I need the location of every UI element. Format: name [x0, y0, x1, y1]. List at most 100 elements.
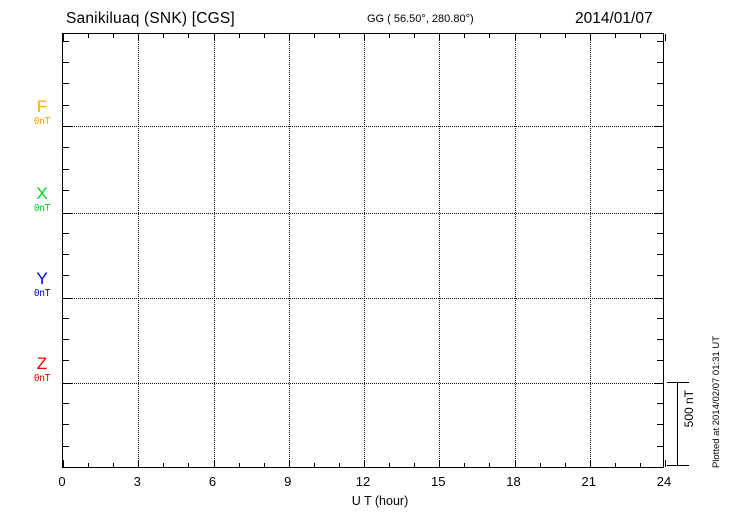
vertical-gridline: [213, 34, 215, 467]
y-axis-minor-tick: [657, 403, 663, 404]
x-axis-major-tick: [138, 34, 140, 41]
x-axis-major-tick: [288, 460, 290, 467]
x-axis-minor-tick: [263, 463, 265, 467]
scale-bar-cap-bottom: [667, 465, 689, 466]
y-axis-minor-tick: [63, 190, 69, 191]
scale-bar-line: [677, 382, 678, 465]
y-axis-minor-tick: [657, 424, 663, 425]
y-axis-minor-tick: [657, 83, 663, 84]
x-axis-major-tick: [364, 34, 365, 41]
y-axis-minor-tick: [63, 105, 69, 106]
x-axis-minor-tick: [238, 463, 240, 467]
x-axis-minor-tick: [564, 34, 566, 38]
x-axis-major-tick: [665, 460, 666, 467]
y-axis-minor-tick: [63, 254, 69, 255]
vertical-gridline: [364, 34, 365, 467]
x-axis-major-tick: [514, 460, 516, 467]
component-letter: F: [36, 97, 48, 116]
y-axis-major-tick: [63, 298, 72, 299]
y-axis-minor-tick: [63, 169, 69, 170]
y-axis-minor-tick: [63, 275, 69, 276]
y-axis-major-tick: [63, 383, 72, 384]
y-axis-minor-tick: [657, 190, 663, 191]
y-axis-minor-tick: [63, 233, 69, 234]
y-axis-minor-tick: [63, 318, 69, 319]
y-axis-minor-tick: [657, 339, 663, 340]
x-axis-minor-tick: [639, 463, 641, 467]
y-axis-minor-tick: [63, 83, 69, 84]
y-axis-major-tick: [63, 213, 72, 214]
y-axis-major-tick: [654, 298, 663, 299]
x-axis-minor-tick: [238, 34, 240, 38]
y-axis-minor-tick: [657, 169, 663, 170]
baseline-gridline-y: [63, 298, 663, 299]
x-axis-minor-tick: [163, 463, 165, 467]
x-axis-minor-tick: [639, 34, 641, 38]
vertical-gridline: [439, 34, 441, 467]
x-axis-minor-tick: [88, 463, 90, 467]
y-axis-minor-tick: [63, 446, 69, 447]
x-axis-minor-tick: [464, 463, 466, 467]
x-axis-minor-tick: [113, 463, 115, 467]
y-axis-minor-tick: [63, 339, 69, 340]
component-letter: Y: [36, 269, 48, 288]
x-axis-major-tick: [514, 34, 516, 41]
component-baseline-unit: 0nT: [33, 373, 51, 384]
page-title: Sanikiluaq (SNK) [CGS]: [66, 10, 235, 27]
y-axis-minor-tick: [63, 147, 69, 148]
x-axis-major-tick: [213, 460, 215, 467]
x-axis-major-tick: [213, 34, 215, 41]
y-axis-major-tick: [654, 383, 663, 384]
x-axis-major-tick: [288, 34, 290, 41]
x-axis-minor-tick: [163, 34, 165, 38]
geographic-coordinates: GG ( 56.50°, 280.80°): [367, 13, 474, 25]
y-axis-major-tick: [63, 126, 72, 127]
x-axis-tick-label: 15: [431, 474, 446, 489]
x-axis-tick-label: 3: [133, 474, 141, 489]
component-label-f: F 0nT: [22, 98, 62, 128]
x-axis-minor-tick: [188, 463, 190, 467]
x-axis-major-tick: [138, 460, 140, 467]
x-axis-major-tick: [364, 460, 365, 467]
y-axis-minor-tick: [657, 275, 663, 276]
baseline-gridline-z: [63, 383, 663, 384]
component-label-z: Z 0nT: [22, 355, 62, 385]
x-axis-minor-tick: [414, 463, 416, 467]
x-axis-major-tick: [63, 34, 64, 41]
y-axis-minor-tick: [657, 233, 663, 234]
vertical-gridline: [589, 34, 591, 467]
x-axis-minor-tick: [188, 34, 190, 38]
y-axis-minor-tick: [63, 62, 69, 63]
x-axis-minor-tick: [313, 463, 315, 467]
component-letter: Z: [36, 354, 48, 373]
y-axis-minor-tick: [657, 446, 663, 447]
y-axis-minor-tick: [657, 62, 663, 63]
x-axis-major-tick: [589, 34, 591, 41]
x-axis-tick-label: 24: [656, 474, 672, 489]
x-axis-minor-tick: [464, 34, 466, 38]
y-axis-minor-tick: [63, 41, 69, 42]
y-axis-minor-tick: [657, 105, 663, 106]
y-axis-minor-tick: [657, 41, 663, 42]
vertical-gridline: [138, 34, 140, 467]
y-axis-major-tick: [654, 213, 663, 214]
y-axis-minor-tick: [657, 254, 663, 255]
y-axis-minor-tick: [657, 360, 663, 361]
x-axis-major-tick: [589, 460, 591, 467]
y-axis-minor-tick: [657, 318, 663, 319]
x-axis-major-tick: [63, 460, 64, 467]
x-axis-minor-tick: [489, 463, 491, 467]
x-axis-minor-tick: [414, 34, 416, 38]
x-axis-tick-label: 6: [208, 474, 217, 489]
x-axis-minor-tick: [338, 463, 340, 467]
plotted-timestamp: Plotted at 2014/02/07 01:31 UT: [711, 336, 722, 469]
x-axis-minor-tick: [113, 34, 115, 38]
y-axis-major-tick: [654, 126, 663, 127]
x-axis-tick-label: 9: [284, 474, 292, 489]
x-axis-minor-tick: [614, 463, 616, 467]
component-baseline-unit: 0nT: [33, 203, 51, 214]
x-axis-tick-label: 12: [355, 474, 371, 489]
x-axis-minor-tick: [389, 463, 391, 467]
x-axis-tick-label: 21: [581, 474, 596, 489]
vertical-gridline: [288, 34, 290, 467]
